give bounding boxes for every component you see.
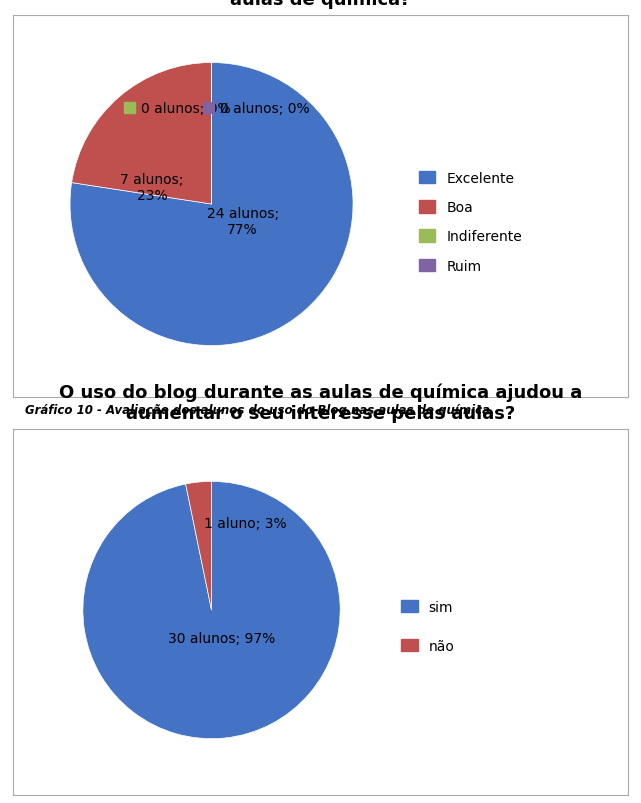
Text: 0 alunos; 0%: 0 alunos; 0%: [220, 102, 310, 116]
Wedge shape: [83, 482, 340, 739]
Wedge shape: [70, 63, 353, 346]
Wedge shape: [72, 63, 212, 205]
Text: 0 alunos; 0%: 0 alunos; 0%: [141, 102, 230, 116]
Text: 1 aluno; 3%: 1 aluno; 3%: [204, 516, 287, 530]
Text: Gráfico 10 - Avaliação dos alunos do uso do Blog nas aulas de química.: Gráfico 10 - Avaliação dos alunos do uso…: [25, 403, 495, 416]
Text: 7 alunos;
23%: 7 alunos; 23%: [121, 173, 184, 203]
Title: Como você avalia a experiência durante o uso do blog nas
aulas de química?: Como você avalia a experiência durante o…: [26, 0, 615, 9]
Legend: sim, não: sim, não: [395, 594, 460, 658]
Legend: Excelente, Boa, Indiferente, Ruim: Excelente, Boa, Indiferente, Ruim: [413, 166, 528, 279]
Text: 30 alunos; 97%: 30 alunos; 97%: [168, 631, 276, 646]
Bar: [124, 103, 135, 114]
Wedge shape: [186, 482, 212, 610]
Title: O uso do blog durante as aulas de química ajudou a
aumentar o seu interesse pela: O uso do blog durante as aulas de químic…: [59, 383, 582, 422]
Bar: [203, 103, 214, 114]
Text: 24 alunos;
77%: 24 alunos; 77%: [206, 206, 279, 237]
